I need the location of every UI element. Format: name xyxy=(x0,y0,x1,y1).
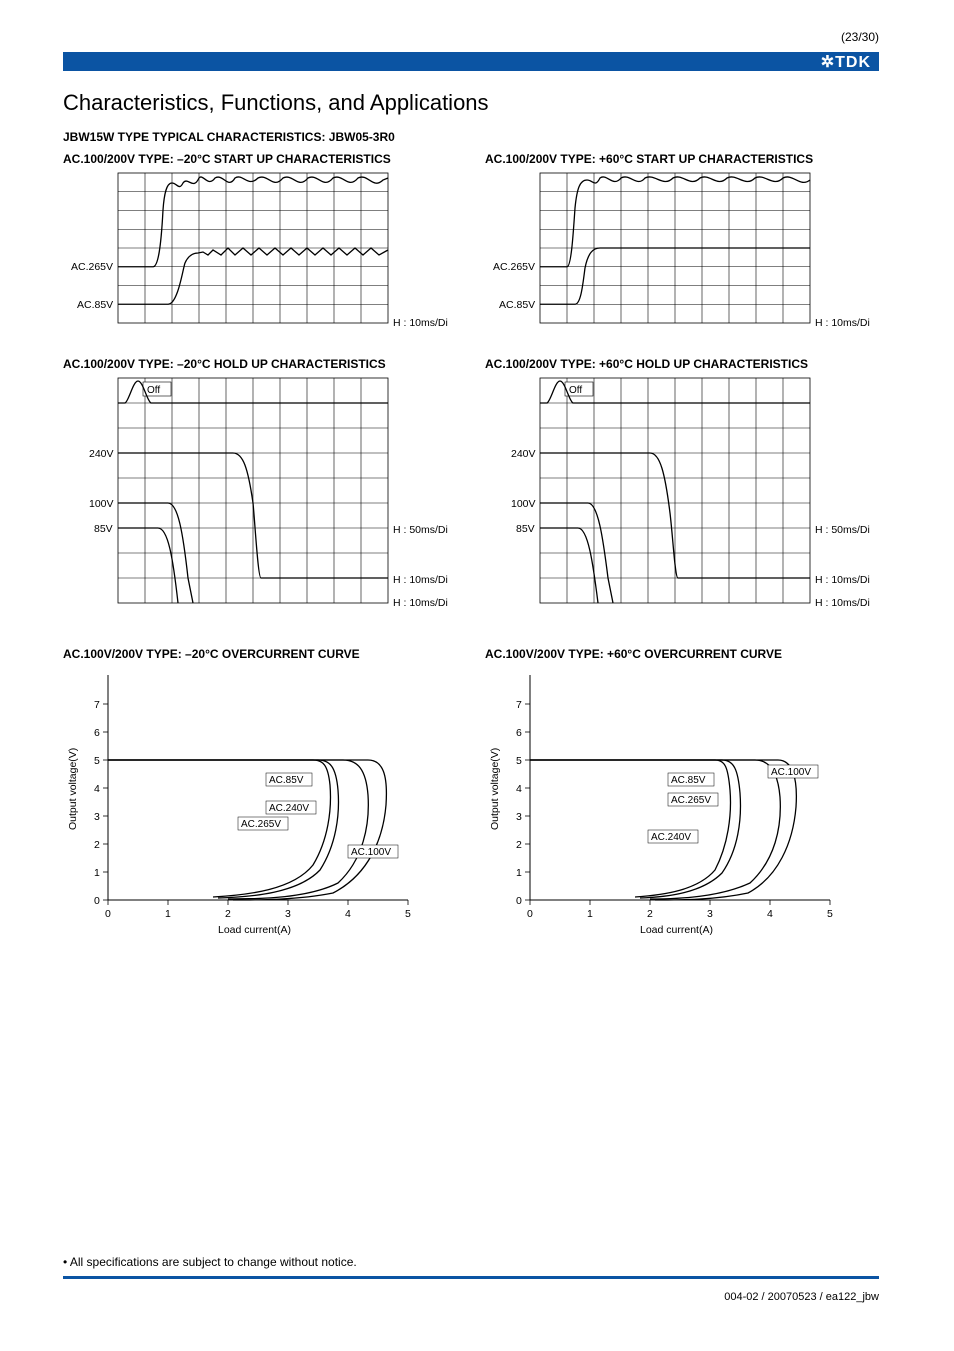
oc-r-la: AC.85V xyxy=(671,775,706,786)
holdup-left-off: Off xyxy=(147,385,160,396)
oc-l-y6: 6 xyxy=(94,727,100,739)
startup-right-chart: AC.265V AC.85V H : 10ms/Div xyxy=(485,168,870,338)
holdup-right-y1: 240V xyxy=(511,448,536,460)
startup-left-y1: AC.265V xyxy=(71,261,113,273)
holdup-right-chart: Off 240V 100V 85V H : 50ms/Div H : 10ms/… xyxy=(485,373,870,623)
oc-l-y7: 7 xyxy=(94,699,100,711)
oc-r-ld: AC.100V xyxy=(771,767,811,778)
oc-r-y5: 5 xyxy=(516,755,522,767)
oc-l-x5: 5 xyxy=(405,908,411,920)
oc-r-lc: AC.240V xyxy=(651,832,691,843)
overcurrent-left-title: AC.100V/200V TYPE: –20°C OVERCURRENT CUR… xyxy=(63,647,360,661)
tdk-logo: ✲TDK xyxy=(821,52,871,72)
oc-r-x2: 2 xyxy=(647,908,653,920)
brand-text: TDK xyxy=(835,54,871,71)
oc-l-lb: AC.240V xyxy=(269,803,309,814)
oc-l-x0: 0 xyxy=(105,908,111,920)
oc-r-x4: 4 xyxy=(767,908,773,920)
holdup-left-title: AC.100/200V TYPE: –20°C HOLD UP CHARACTE… xyxy=(63,357,386,371)
footer-right: 004-02 / 20070523 / ea122_jbw xyxy=(724,1291,879,1303)
oc-r-y3: 3 xyxy=(516,811,522,823)
oc-l-y2: 2 xyxy=(94,839,100,851)
oc-l-x2: 2 xyxy=(225,908,231,920)
oc-r-lb: AC.265V xyxy=(671,795,711,806)
startup-right-y2: AC.85V xyxy=(499,299,535,311)
holdup-right-h1: H : 50ms/Div xyxy=(815,524,870,536)
subtitle: JBW15W TYPE TYPICAL CHARACTERISTICS: JBW… xyxy=(63,130,395,144)
oc-l-x3: 3 xyxy=(285,908,291,920)
oc-r-x1: 1 xyxy=(587,908,593,920)
startup-left-title: AC.100/200V TYPE: –20°C START UP CHARACT… xyxy=(63,152,391,166)
oc-l-y5: 5 xyxy=(94,755,100,767)
holdup-right-title: AC.100/200V TYPE: +60°C HOLD UP CHARACTE… xyxy=(485,357,808,371)
oc-r-y7: 7 xyxy=(516,699,522,711)
oc-l-y3: 3 xyxy=(94,811,100,823)
holdup-right-off: Off xyxy=(569,385,582,396)
oc-l-la: AC.85V xyxy=(269,775,304,786)
overcurrent-right-chart: 0 1 2 3 4 5 6 7 0 1 2 3 4 5 Load current… xyxy=(470,665,870,945)
main-title: Characteristics, Functions, and Applicat… xyxy=(63,90,489,116)
startup-left-hlabel: H : 10ms/Div xyxy=(393,317,448,329)
overcurrent-right-title: AC.100V/200V TYPE: +60°C OVERCURRENT CUR… xyxy=(485,647,782,661)
oc-r-xlabel: Load current(A) xyxy=(640,924,713,936)
startup-right-hlabel: H : 10ms/Div xyxy=(815,317,870,329)
oc-r-y4: 4 xyxy=(516,783,522,795)
holdup-right-y3: 85V xyxy=(516,523,535,535)
oc-l-ld: AC.100V xyxy=(351,847,391,858)
oc-r-x3: 3 xyxy=(707,908,713,920)
overcurrent-left-chart: 0 1 2 3 4 5 6 7 0 1 2 3 4 5 Load current… xyxy=(48,665,448,945)
oc-r-ylabel: Output voltage(V) xyxy=(489,748,501,830)
oc-l-x4: 4 xyxy=(345,908,351,920)
footer-bar xyxy=(63,1276,879,1279)
oc-r-y6: 6 xyxy=(516,727,522,739)
oc-l-lc: AC.265V xyxy=(241,819,281,830)
startup-right-title: AC.100/200V TYPE: +60°C START UP CHARACT… xyxy=(485,152,813,166)
oc-r-y0: 0 xyxy=(516,895,522,907)
oc-l-y4: 4 xyxy=(94,783,100,795)
holdup-right-h3: H : 10ms/Div xyxy=(815,597,870,609)
holdup-left-h3: H : 10ms/Div xyxy=(393,597,448,609)
startup-left-y2: AC.85V xyxy=(77,299,113,311)
oc-r-y1: 1 xyxy=(516,867,522,879)
header-bar: ✲TDK xyxy=(63,52,879,71)
holdup-right-y2: 100V xyxy=(511,498,536,510)
startup-left-chart: AC.265V AC.85V H : 10ms/Div xyxy=(63,168,448,338)
oc-l-y0: 0 xyxy=(94,895,100,907)
holdup-left-y3: 85V xyxy=(94,523,113,535)
page-number: (23/30) xyxy=(841,30,879,44)
oc-l-x1: 1 xyxy=(165,908,171,920)
oc-l-xlabel: Load current(A) xyxy=(218,924,291,936)
oc-l-y1: 1 xyxy=(94,867,100,879)
holdup-left-y1: 240V xyxy=(89,448,114,460)
holdup-left-y2: 100V xyxy=(89,498,114,510)
holdup-left-h1: H : 50ms/Div xyxy=(393,524,448,536)
holdup-right-h2: H : 10ms/Div xyxy=(815,574,870,586)
holdup-left-chart: Off 240V 100V 85V H : 50ms/Div H : 10ms/… xyxy=(63,373,448,623)
holdup-left-h2: H : 10ms/Div xyxy=(393,574,448,586)
oc-r-x0: 0 xyxy=(527,908,533,920)
oc-r-x5: 5 xyxy=(827,908,833,920)
oc-r-y2: 2 xyxy=(516,839,522,851)
oc-l-ylabel: Output voltage(V) xyxy=(67,748,79,830)
footer-note: • All specifications are subject to chan… xyxy=(63,1255,357,1269)
startup-right-y1: AC.265V xyxy=(493,261,535,273)
